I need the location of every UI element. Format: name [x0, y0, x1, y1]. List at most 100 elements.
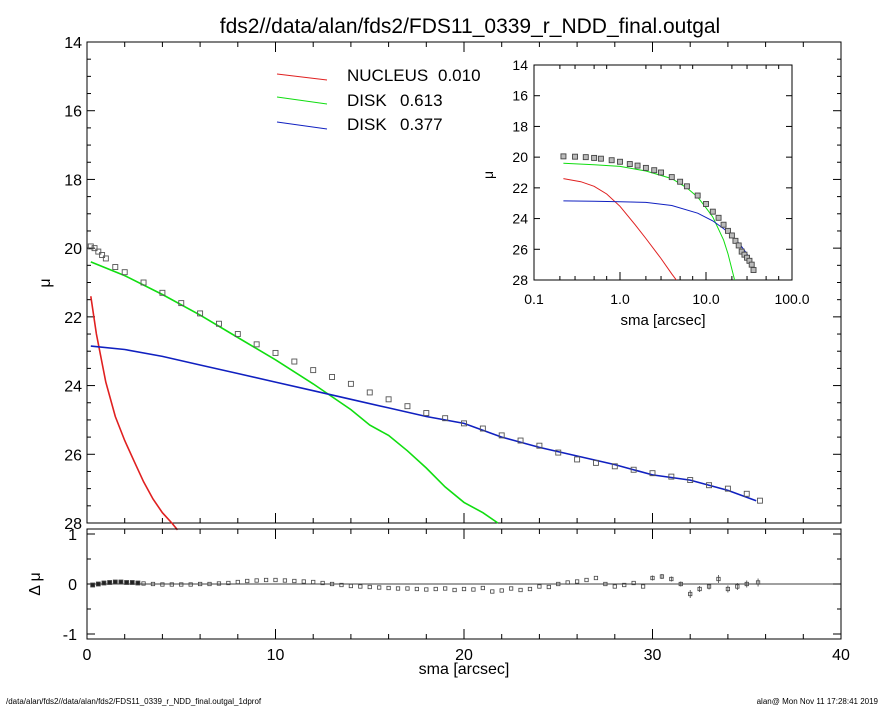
residual-point	[124, 580, 129, 585]
residual-point	[263, 577, 269, 583]
inset-observed-point	[668, 174, 675, 181]
observed-point	[385, 396, 392, 403]
inset-observed-point	[715, 214, 722, 221]
residual-point	[640, 584, 646, 589]
residual-point	[546, 584, 551, 590]
inset-ytick-label: 24	[512, 211, 528, 227]
main-ytick-label: 24	[64, 379, 82, 396]
legend-swatch-disk2	[276, 121, 328, 130]
residual-point	[377, 585, 382, 590]
observed-point	[112, 264, 119, 270]
model-curve-disk2	[90, 345, 757, 502]
inset-observed-point	[651, 167, 658, 174]
residual-point	[706, 584, 712, 589]
residual-ylabel: Δ μ	[27, 572, 44, 595]
inset-xtick-label: 1.0	[610, 291, 630, 307]
residual-point	[697, 586, 702, 592]
inset-observed-point	[748, 261, 755, 268]
inset-observed-point	[703, 201, 709, 207]
residual-point	[254, 578, 259, 583]
observed-point	[253, 341, 260, 348]
observed-point	[121, 269, 128, 276]
legend: NUCLEUS 0.010 DISK 0.613 DISK 0.377	[276, 66, 481, 134]
residual-point	[650, 575, 655, 581]
residual-point	[216, 581, 222, 586]
residual-point	[725, 586, 731, 592]
residual-point	[367, 584, 372, 590]
residual-point	[282, 578, 288, 583]
residual-point	[129, 580, 135, 585]
inset-observed-point	[725, 227, 731, 234]
inset-curve-nucleus	[563, 178, 677, 280]
legend-swatch-nucleus	[276, 73, 328, 81]
observed-point	[611, 463, 618, 470]
main-ytick-label: 16	[64, 104, 82, 121]
residual-point	[509, 586, 514, 591]
residual-point	[452, 587, 457, 593]
residual-point	[480, 585, 485, 591]
xtick-label: 10	[267, 647, 285, 664]
observed-point	[159, 289, 166, 296]
model-curve-disk1	[90, 261, 499, 524]
xtick-label: 30	[644, 647, 662, 664]
observed-point	[517, 437, 524, 444]
residual-point	[612, 584, 617, 589]
inset-xtick-label: 10.0	[692, 291, 719, 307]
main-profile-panel: 14 16 18 20 22 24 26 28 μ NUCLEUS 0.010 DISK 0.…	[37, 35, 842, 533]
main-ytick-label: 18	[64, 172, 82, 189]
legend-label-disk2: DISK	[347, 115, 387, 134]
inset-ylabel: μ	[480, 171, 496, 179]
legend-swatch-disk1	[276, 96, 328, 105]
chart-title: fds2//data/alan/fds2/FDS11_0339_r_NDD_fi…	[220, 15, 720, 38]
residual-point	[329, 581, 335, 587]
residual-point	[358, 584, 363, 589]
xtick-label: 20	[455, 647, 473, 664]
observed-point	[291, 358, 298, 365]
residual-point	[197, 581, 203, 587]
residual-point	[150, 581, 156, 587]
observed-point	[215, 320, 222, 327]
residual-point	[118, 579, 124, 585]
observed-point	[555, 449, 562, 456]
main-ytick-label: 22	[64, 310, 82, 327]
inset-observed-point	[560, 153, 567, 160]
observed-point	[536, 442, 543, 449]
residual-point	[414, 586, 419, 592]
observed-point	[574, 456, 581, 463]
legend-value-disk1: 0.613	[400, 91, 443, 110]
residual-point	[622, 582, 627, 588]
residual-point	[688, 591, 693, 597]
main-ytick-label: 20	[64, 241, 82, 258]
inset-observed-point	[597, 155, 604, 162]
main-observed-points	[87, 243, 763, 504]
residual-point	[320, 580, 325, 586]
inset-observed-point	[735, 242, 742, 249]
residual-point	[112, 579, 118, 585]
inset-observed-point	[694, 192, 701, 199]
observed-point	[630, 466, 637, 473]
residual-point	[499, 588, 504, 593]
residual-axis-ticks: 10-10 10 20 30 40	[63, 527, 850, 664]
residual-point	[292, 578, 297, 584]
observed-point	[310, 367, 317, 374]
legend-label-disk1: DISK	[347, 91, 387, 110]
observed-point	[743, 490, 750, 497]
residual-point	[461, 586, 467, 592]
residual-point	[744, 581, 749, 587]
inset-observed-point	[591, 154, 598, 161]
residual-point	[433, 586, 438, 592]
observed-point	[479, 425, 486, 432]
observed-point	[329, 374, 335, 380]
inset-observed-point	[642, 164, 649, 171]
residual-points	[90, 574, 761, 598]
legend-label-nucleus: NUCLEUS	[347, 66, 428, 85]
residual-ytick-label: 1	[68, 527, 77, 544]
residual-point	[669, 576, 674, 582]
observed-point	[649, 470, 656, 477]
residual-point	[95, 581, 101, 587]
residual-point	[311, 579, 316, 585]
observed-point	[366, 389, 373, 396]
observed-point	[102, 255, 109, 262]
residual-point	[141, 581, 146, 586]
xtick-label: 40	[832, 647, 850, 664]
